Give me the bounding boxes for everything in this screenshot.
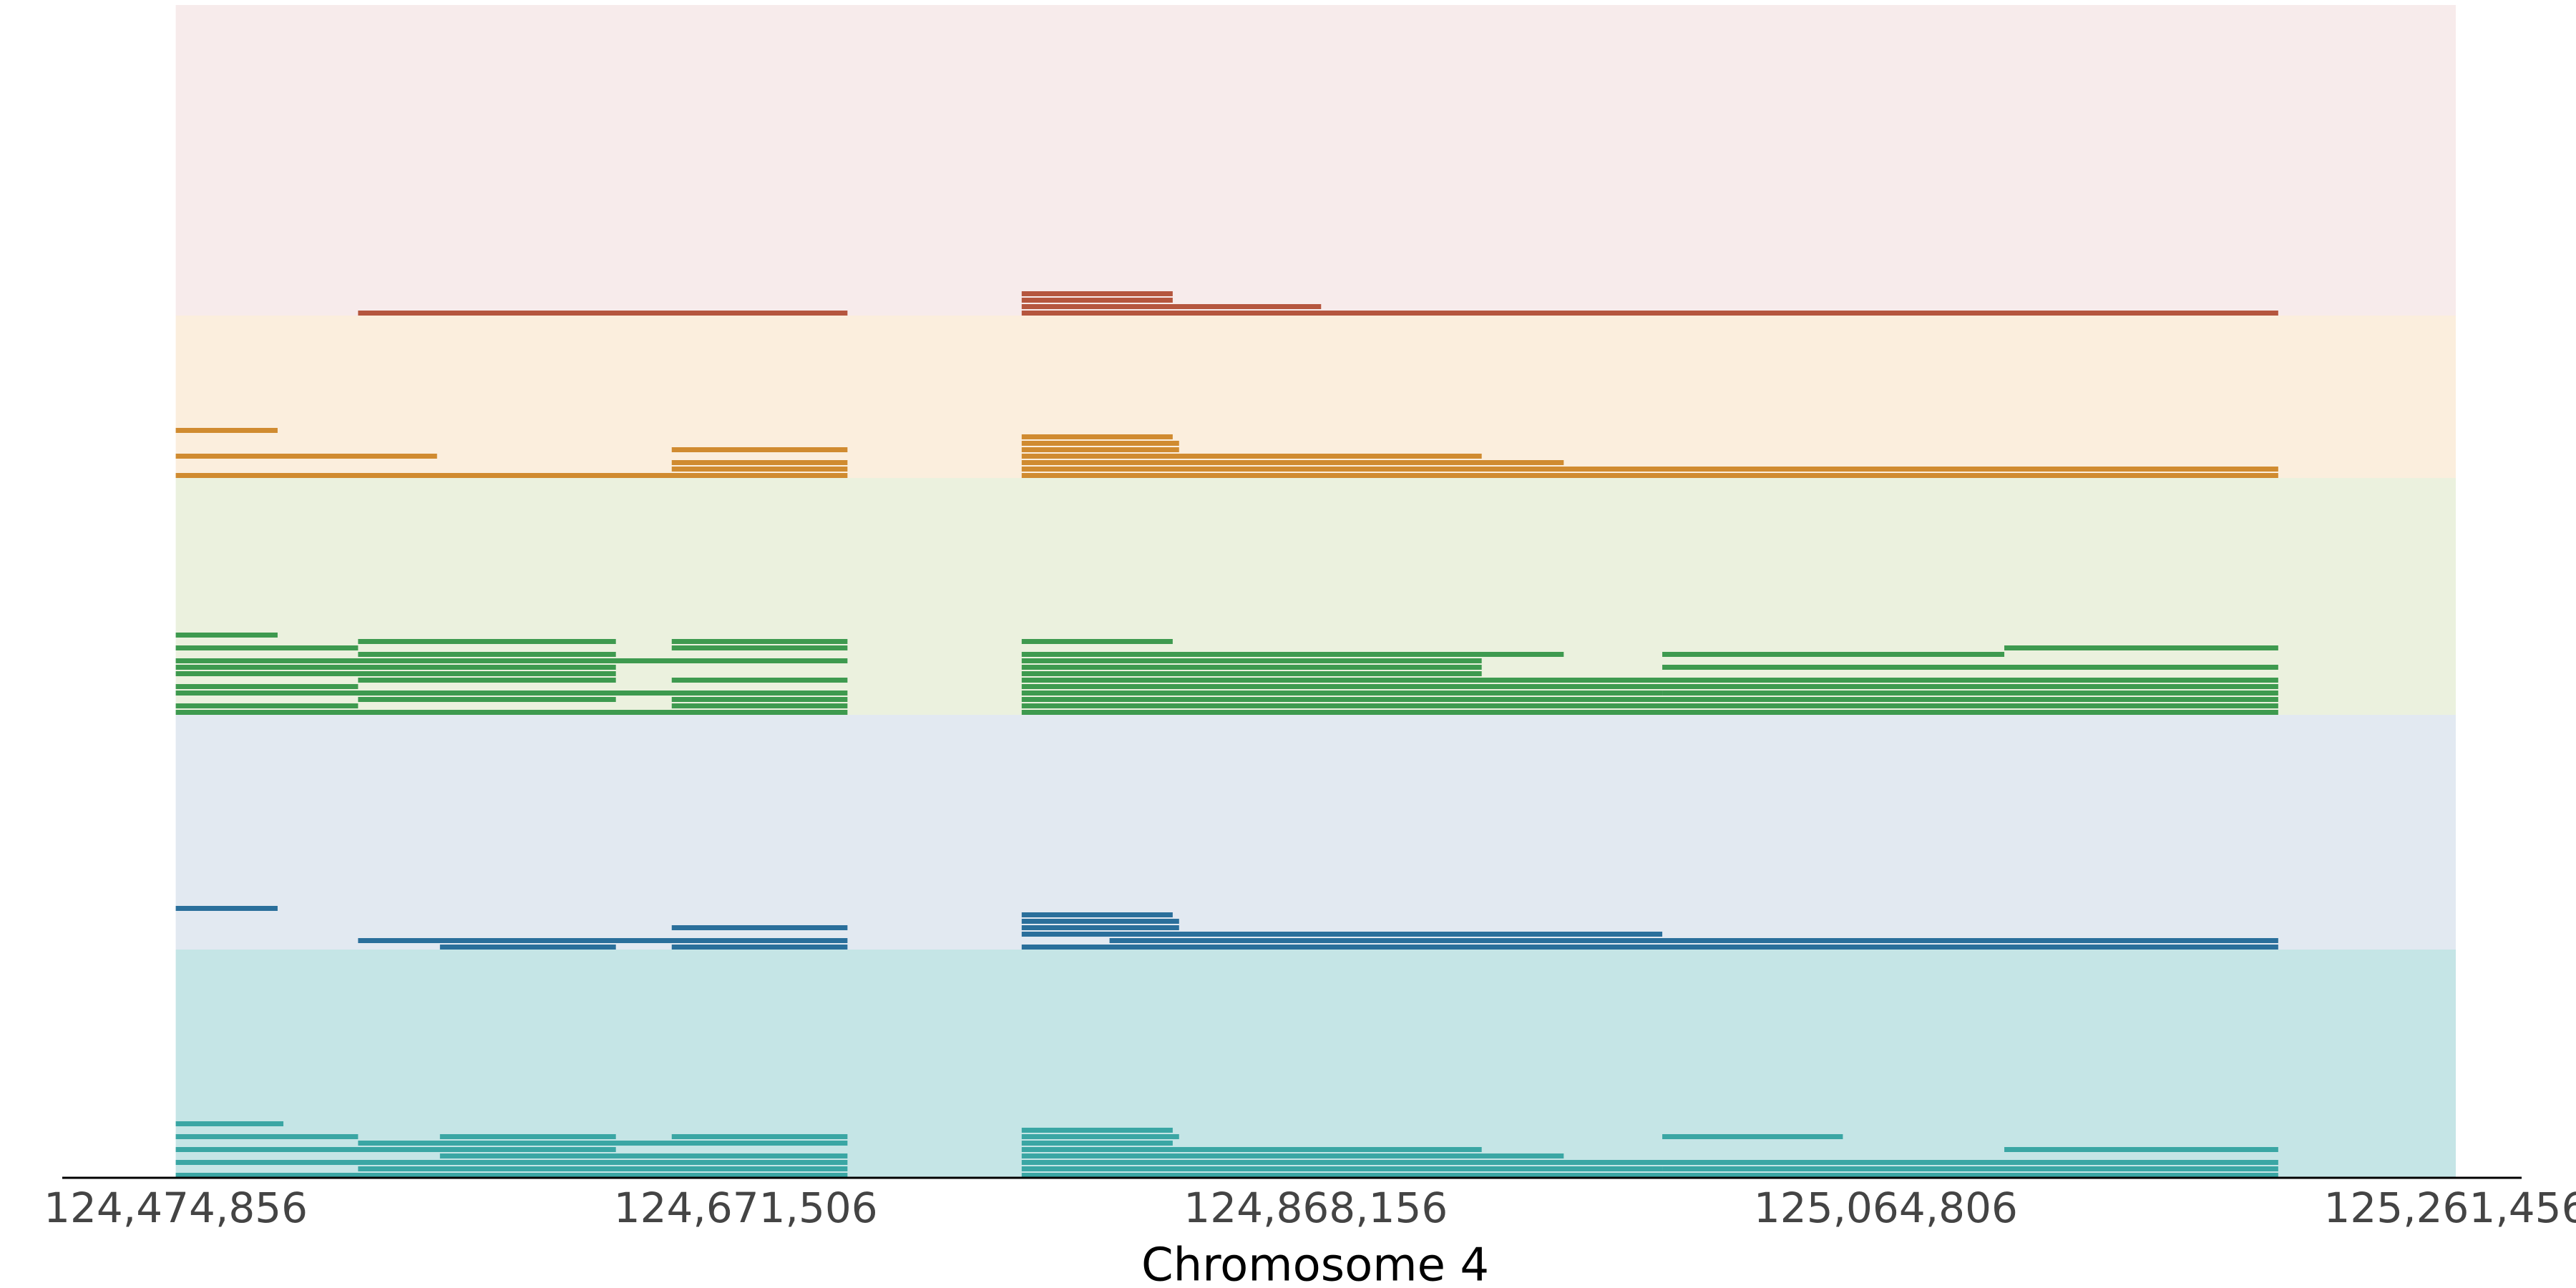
- segment: [1021, 1141, 1173, 1146]
- segment: [1021, 1160, 2278, 1165]
- segment: [358, 1141, 848, 1146]
- x-tick-label: 125,064,806: [1754, 1184, 2018, 1232]
- x-tick-label: 125,261,456: [2324, 1184, 2576, 1232]
- segment: [1021, 710, 2278, 715]
- segment: [1021, 932, 1663, 937]
- segment: [1021, 1147, 1482, 1152]
- segment: [671, 467, 848, 472]
- segment: [175, 454, 437, 459]
- segment: [358, 697, 616, 702]
- segment: [2004, 645, 2278, 650]
- segment: [439, 945, 616, 950]
- segment: [175, 645, 358, 650]
- segment: [175, 428, 278, 433]
- segment: [671, 678, 848, 683]
- x-tick-label: 124,474,856: [44, 1184, 308, 1232]
- segment: [671, 1134, 848, 1139]
- segment: [1021, 1166, 1663, 1171]
- segment: [1021, 684, 2278, 689]
- segment: [1109, 938, 2278, 943]
- segment: [175, 1160, 848, 1165]
- segment: [1021, 665, 1482, 670]
- segment: [1021, 473, 2278, 478]
- segment: [1021, 447, 1179, 452]
- segment: [1021, 925, 1179, 930]
- segment: [1021, 1153, 1564, 1158]
- segment: [671, 925, 848, 930]
- segment: [1662, 691, 2278, 696]
- x-tick-label: 124,868,156: [1184, 1184, 1448, 1232]
- segment: [175, 703, 358, 708]
- band: [175, 316, 2456, 478]
- x-axis-label: Chromosome 4: [1141, 1239, 1489, 1288]
- segment: [671, 447, 848, 452]
- segment: [1021, 912, 1173, 917]
- segment: [1662, 1134, 1843, 1139]
- segment: [1021, 671, 1482, 676]
- band: [175, 715, 2456, 950]
- segment: [358, 652, 616, 657]
- segment: [1021, 311, 2278, 316]
- segment: [175, 1134, 358, 1139]
- segment: [1021, 652, 1564, 657]
- segment: [175, 473, 848, 478]
- band: [175, 5, 2456, 316]
- segment: [1021, 467, 2278, 472]
- segment: [1021, 919, 1179, 924]
- segment: [358, 938, 848, 943]
- segment: [439, 1134, 616, 1139]
- segment: [175, 658, 848, 663]
- segment: [671, 703, 848, 708]
- segment: [1662, 652, 2005, 657]
- segment: [1021, 703, 2278, 708]
- segment: [1021, 291, 1173, 296]
- segment: [1021, 697, 2278, 702]
- segment: [358, 311, 848, 316]
- segment: [439, 1153, 848, 1158]
- segment: [1021, 1128, 1173, 1133]
- segment: [1021, 945, 2278, 950]
- x-tick-label: 124,671,506: [614, 1184, 878, 1232]
- segment: [1021, 298, 1173, 303]
- segment: [175, 691, 848, 696]
- segment: [1021, 441, 1179, 446]
- segment: [1021, 691, 1663, 696]
- segment: [175, 671, 616, 676]
- segment: [1021, 460, 1564, 465]
- segment: [175, 906, 278, 911]
- segment: [1021, 658, 1482, 663]
- segment: [175, 684, 358, 689]
- segment: [358, 639, 616, 644]
- segment: [671, 460, 848, 465]
- segment: [1021, 434, 1173, 439]
- segment: [1021, 678, 2278, 683]
- segment: [671, 645, 848, 650]
- band: [175, 950, 2456, 1178]
- segment: [1021, 304, 1322, 309]
- segment: [1021, 1173, 2278, 1178]
- segment: [1021, 454, 1482, 459]
- segment: [1662, 1166, 2278, 1171]
- segment: [175, 1121, 284, 1126]
- segment: [671, 697, 848, 702]
- segment: [358, 1166, 848, 1171]
- segment: [671, 639, 848, 644]
- segment: [175, 665, 616, 670]
- segment: [175, 1173, 848, 1178]
- segment: [358, 678, 616, 683]
- segment: [2004, 1147, 2278, 1152]
- segment: [175, 710, 848, 715]
- segment: [1021, 639, 1173, 644]
- segment: [1021, 1134, 1179, 1139]
- segment: [175, 633, 278, 638]
- segment: [1662, 665, 2278, 670]
- segment: [671, 945, 848, 950]
- segment: [175, 1147, 616, 1152]
